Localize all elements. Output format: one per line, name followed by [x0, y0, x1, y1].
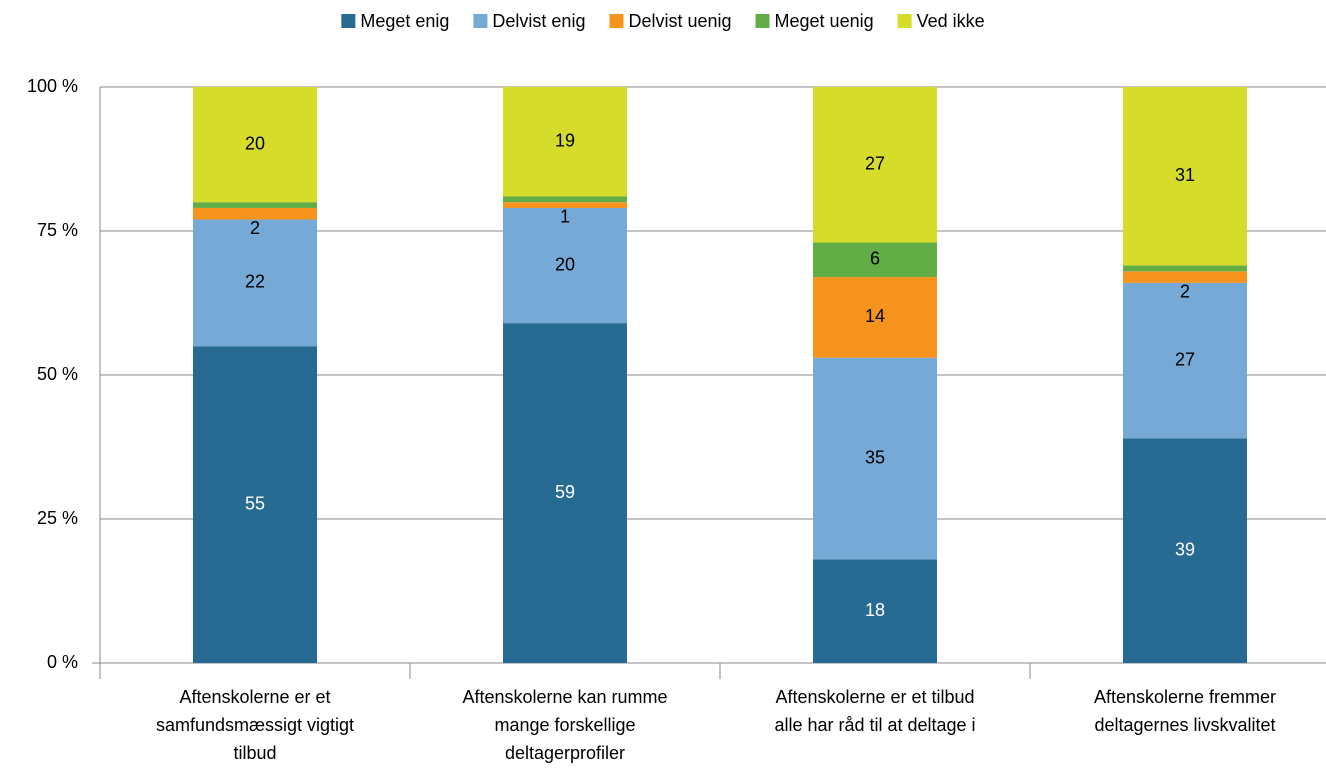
x-tick-line: tilbud: [233, 743, 276, 763]
x-tick-line: alle har råd til at deltage i: [774, 715, 975, 735]
bar-segment: [1123, 87, 1247, 266]
data-label: 20: [245, 133, 265, 153]
y-tick-label: 50 %: [37, 364, 78, 384]
data-label: 39: [1175, 539, 1195, 559]
x-tick-line: Aftenskolerne kan rumme: [462, 687, 667, 707]
legend-label: Delvist enig: [492, 11, 585, 31]
y-tick-label: 100 %: [27, 76, 78, 96]
x-tick-line: Aftenskolerne er et tilbud: [775, 687, 974, 707]
bar-segment: [1123, 438, 1247, 663]
bar-segment: [193, 202, 317, 208]
data-label: 2: [250, 218, 260, 238]
legend-swatch: [755, 14, 770, 28]
bar-segment: [193, 207, 317, 220]
data-label: 18: [865, 600, 885, 620]
y-tick-label: 0 %: [47, 652, 78, 672]
data-label: 14: [865, 306, 885, 326]
x-tick-label: Aftenskolerne er et samfundsmæssigt vigti…: [156, 687, 354, 763]
legend-swatch: [473, 14, 488, 28]
legend: Meget enig Delvist enig Delvist uenig Meget…: [341, 11, 985, 31]
data-label: 6: [870, 249, 880, 269]
bar-segment: [813, 87, 937, 243]
legend-swatch: [897, 14, 912, 28]
bar-segment: [503, 202, 627, 208]
bar-segment: [813, 357, 937, 560]
bar-segment: [1123, 282, 1247, 439]
bar-segment: [1123, 265, 1247, 272]
bar-segment: [813, 277, 937, 358]
bar-segment: [193, 87, 317, 203]
data-label: 35: [865, 447, 885, 467]
legend-label: Meget enig: [360, 11, 449, 31]
y-tick-label: 75 %: [37, 220, 78, 240]
x-tick-line: Aftenskolerne fremmer: [1094, 687, 1276, 707]
data-label: 59: [555, 482, 575, 502]
x-tick-line: deltagernes livskvalitet: [1094, 715, 1275, 735]
legend-label: Ved ikke: [917, 11, 985, 31]
bar-segment: [503, 323, 627, 663]
x-tick-line: deltagerprofiler: [505, 743, 625, 763]
y-tick-label: 25 %: [37, 508, 78, 528]
x-tick-label: Aftenskolerne fremmer deltagernes livskva…: [1094, 687, 1276, 735]
bar-segment: [193, 219, 317, 347]
data-label: 31: [1175, 165, 1195, 185]
legend-label: Meget uenig: [775, 11, 874, 31]
data-label: 1: [560, 207, 570, 227]
data-label: 22: [245, 272, 265, 292]
bar-segment: [503, 87, 627, 197]
data-label: 2: [1180, 282, 1190, 302]
data-label: 20: [555, 254, 575, 274]
legend-label: Delvist uenig: [628, 11, 731, 31]
data-label: 55: [245, 493, 265, 513]
bar-segment: [193, 346, 317, 663]
legend-swatch: [609, 14, 624, 28]
bar-segment: [503, 196, 627, 203]
data-label: 19: [555, 130, 575, 150]
bar-segment: [503, 207, 627, 324]
x-tick-line: samfundsmæssigt vigtigt: [156, 715, 354, 735]
data-label: 27: [865, 154, 885, 174]
x-tick-label: Aftenskolerne er et tilbud alle har råd t…: [774, 687, 975, 735]
bar-segment: [1123, 271, 1247, 283]
x-tick-label: Aftenskolerne kan rumme mange forskellige…: [462, 687, 667, 763]
bar-segment: [813, 242, 937, 278]
x-tick-line: mange forskellige: [494, 715, 635, 735]
bar-segment: [813, 559, 937, 663]
data-label: 27: [1175, 349, 1195, 369]
x-tick-line: Aftenskolerne er et: [179, 687, 330, 707]
legend-swatch: [341, 14, 356, 28]
